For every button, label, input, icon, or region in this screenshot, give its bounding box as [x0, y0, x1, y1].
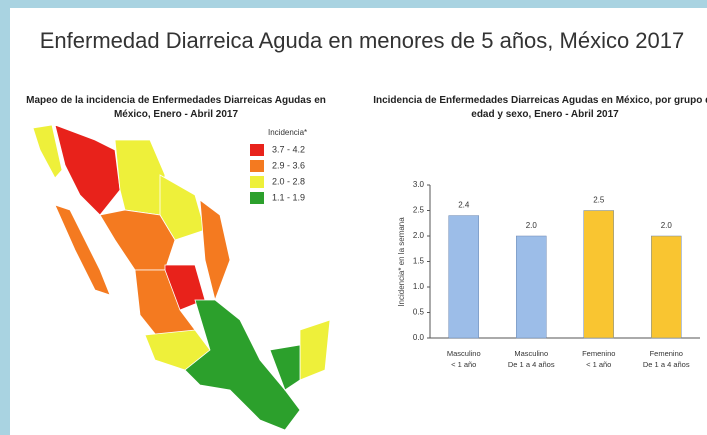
- bar: [651, 235, 682, 339]
- region: [99, 209, 176, 271]
- legend-label: 1.1 - 1.9: [272, 192, 305, 202]
- x-tick-label: Femenino De 1 a 4 años: [643, 349, 690, 369]
- legend-title: Incidencia*: [268, 128, 307, 137]
- y-tick-label: 2.0: [413, 231, 425, 240]
- region: [184, 299, 301, 431]
- y-tick-label: 1.0: [413, 282, 425, 291]
- bar: [448, 215, 479, 339]
- data-label: 2.4: [458, 201, 470, 210]
- y-tick-label: 3.0: [413, 180, 425, 189]
- region: [269, 344, 301, 391]
- region: [54, 204, 111, 296]
- legend-swatch: [250, 176, 264, 188]
- x-tick-label: Masculino < 1 año: [447, 349, 481, 369]
- slide-title: Enfermedad Diarreica Aguda en menores de…: [40, 28, 685, 53]
- legend-swatch: [250, 192, 264, 204]
- x-tick-label: Femenino < 1 año: [582, 349, 615, 369]
- region: [159, 174, 206, 241]
- data-label: 2.0: [526, 221, 538, 230]
- data-label: 2.0: [661, 221, 673, 230]
- y-axis-label: Incidencia* en la semana: [397, 217, 406, 307]
- data-label: 2.5: [593, 196, 605, 205]
- x-tick-label: Masculino De 1 a 4 años: [508, 349, 555, 369]
- legend-label: 2.0 - 2.8: [272, 176, 305, 186]
- legend-swatch: [250, 144, 264, 156]
- legend-label: 2.9 - 3.6: [272, 160, 305, 170]
- region: [32, 124, 63, 179]
- bar: [583, 210, 614, 339]
- map: [32, 124, 331, 431]
- map-title: Mapeo de la incidencia de Enfermedades D…: [26, 95, 326, 120]
- y-tick-label: 2.5: [413, 206, 425, 215]
- bar: [516, 235, 547, 339]
- legend-swatch: [250, 160, 264, 172]
- legend-label: 3.7 - 4.2: [272, 144, 305, 154]
- y-tick-label: 1.5: [413, 257, 425, 266]
- y-tick-label: 0.5: [413, 308, 425, 317]
- chart-title: Incidencia de Enfermedades Diarreicas Ag…: [373, 95, 707, 120]
- region: [199, 199, 231, 302]
- region: [54, 124, 121, 216]
- y-tick-label: 0.0: [413, 333, 425, 342]
